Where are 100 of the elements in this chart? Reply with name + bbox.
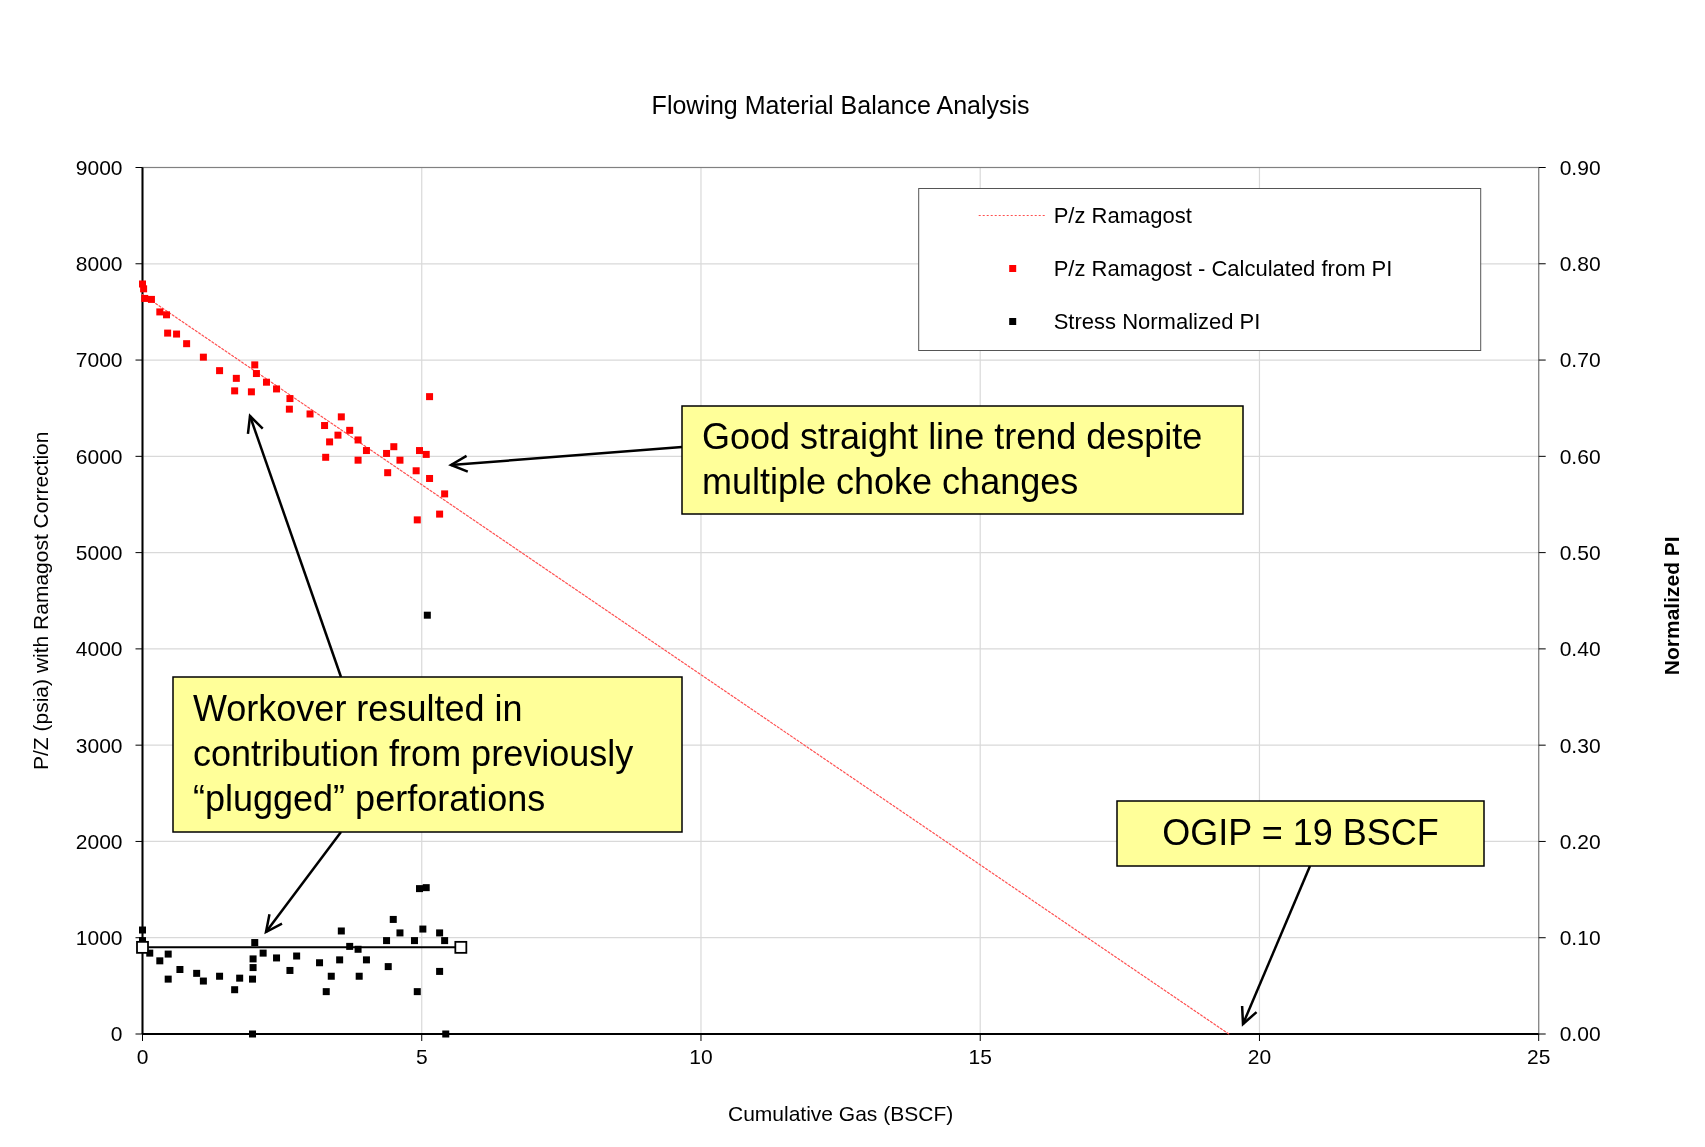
point bbox=[259, 949, 267, 957]
point bbox=[286, 966, 294, 974]
y2-tick-label: 0.80 bbox=[1559, 252, 1601, 276]
point bbox=[416, 885, 424, 893]
point bbox=[322, 988, 330, 996]
point bbox=[236, 974, 244, 982]
point bbox=[252, 370, 260, 378]
point bbox=[426, 393, 434, 401]
point bbox=[337, 413, 345, 421]
y-tick-label: 1000 bbox=[75, 926, 123, 950]
y-tick-label: 0 bbox=[110, 1022, 123, 1046]
point bbox=[355, 972, 363, 980]
annotation: Good straight line trend despite multiple choke changes bbox=[702, 416, 1203, 502]
point bbox=[362, 956, 370, 964]
y2-tick-label: 0.50 bbox=[1559, 540, 1601, 564]
point bbox=[384, 469, 392, 477]
point bbox=[326, 438, 334, 446]
point bbox=[231, 986, 239, 994]
point bbox=[249, 964, 257, 972]
point bbox=[163, 311, 171, 319]
point bbox=[454, 940, 468, 954]
point bbox=[436, 929, 444, 937]
y2-tick-label: 0.10 bbox=[1559, 926, 1601, 950]
point bbox=[164, 975, 172, 983]
point bbox=[327, 972, 335, 980]
y2-tick-label: 0.20 bbox=[1559, 829, 1601, 853]
y-tick-label: 4000 bbox=[75, 637, 123, 661]
point bbox=[389, 915, 397, 923]
point bbox=[262, 378, 270, 386]
y-tick-label: 5000 bbox=[75, 540, 123, 564]
point bbox=[216, 972, 224, 980]
chart-title: Flowing Material Balance Analysis bbox=[651, 91, 1030, 119]
point bbox=[416, 447, 424, 455]
y2-tick-label: 0.60 bbox=[1559, 444, 1601, 468]
point bbox=[199, 977, 207, 985]
point bbox=[147, 295, 155, 303]
point bbox=[316, 959, 324, 967]
x-tick-label: 10 bbox=[689, 1045, 713, 1068]
point bbox=[354, 436, 362, 444]
point bbox=[156, 308, 164, 316]
point bbox=[141, 294, 149, 302]
point bbox=[247, 388, 255, 396]
y-tick-label: 6000 bbox=[75, 444, 123, 468]
point bbox=[193, 969, 201, 977]
y-tick-label: 9000 bbox=[75, 155, 123, 179]
legend-label: P/z Ramagost bbox=[1053, 203, 1192, 229]
point bbox=[354, 456, 362, 464]
point bbox=[436, 967, 444, 975]
point bbox=[336, 956, 344, 964]
point bbox=[136, 940, 149, 954]
y2-tick-label: 0.70 bbox=[1559, 348, 1601, 372]
point bbox=[441, 490, 449, 498]
x-tick-label: 15 bbox=[968, 1045, 992, 1068]
point bbox=[249, 955, 257, 963]
point bbox=[337, 927, 345, 935]
point bbox=[396, 929, 404, 937]
point bbox=[346, 426, 354, 434]
y2-axis-title: Normalized PI bbox=[1660, 536, 1683, 676]
y-tick-label: 8000 bbox=[75, 252, 123, 276]
point bbox=[273, 954, 281, 962]
x-tick-label: 25 bbox=[1527, 1045, 1551, 1068]
y-tick-label: 2000 bbox=[75, 829, 123, 853]
point bbox=[249, 975, 257, 983]
point bbox=[232, 374, 240, 382]
y-axis-title: P/Z (psia) with Ramagost Correction bbox=[29, 431, 52, 770]
y2-tick-label: 0.00 bbox=[1559, 1022, 1601, 1046]
point bbox=[422, 884, 430, 892]
point bbox=[164, 950, 172, 958]
point bbox=[322, 453, 330, 461]
point bbox=[410, 937, 418, 945]
point bbox=[139, 926, 146, 934]
y2-tick-label: 0.40 bbox=[1559, 637, 1601, 661]
legend-label: Stress Normalized PI bbox=[1053, 309, 1261, 335]
point bbox=[362, 447, 370, 455]
y2-tick-label: 0.90 bbox=[1559, 155, 1601, 179]
point bbox=[384, 963, 392, 971]
x-tick-label: 20 bbox=[1247, 1045, 1272, 1068]
legend-label: P/z Ramagost - Calculated from PI bbox=[1053, 256, 1393, 282]
point bbox=[383, 937, 391, 945]
point bbox=[413, 988, 421, 996]
x-tick-label: 5 bbox=[415, 1045, 428, 1068]
point bbox=[231, 387, 239, 395]
point bbox=[396, 456, 404, 464]
point bbox=[426, 474, 434, 482]
annotation: OGIP = 19 BSCF bbox=[1162, 812, 1439, 853]
point bbox=[285, 405, 293, 413]
point bbox=[423, 611, 431, 619]
point bbox=[286, 395, 294, 403]
point bbox=[156, 957, 164, 965]
point bbox=[176, 965, 184, 973]
point bbox=[251, 361, 259, 369]
point bbox=[293, 952, 301, 960]
point bbox=[173, 330, 181, 338]
point bbox=[164, 329, 172, 337]
point bbox=[419, 925, 427, 933]
point bbox=[321, 422, 329, 430]
point bbox=[216, 367, 224, 375]
point bbox=[441, 937, 449, 945]
point bbox=[199, 353, 207, 361]
point bbox=[140, 285, 148, 293]
